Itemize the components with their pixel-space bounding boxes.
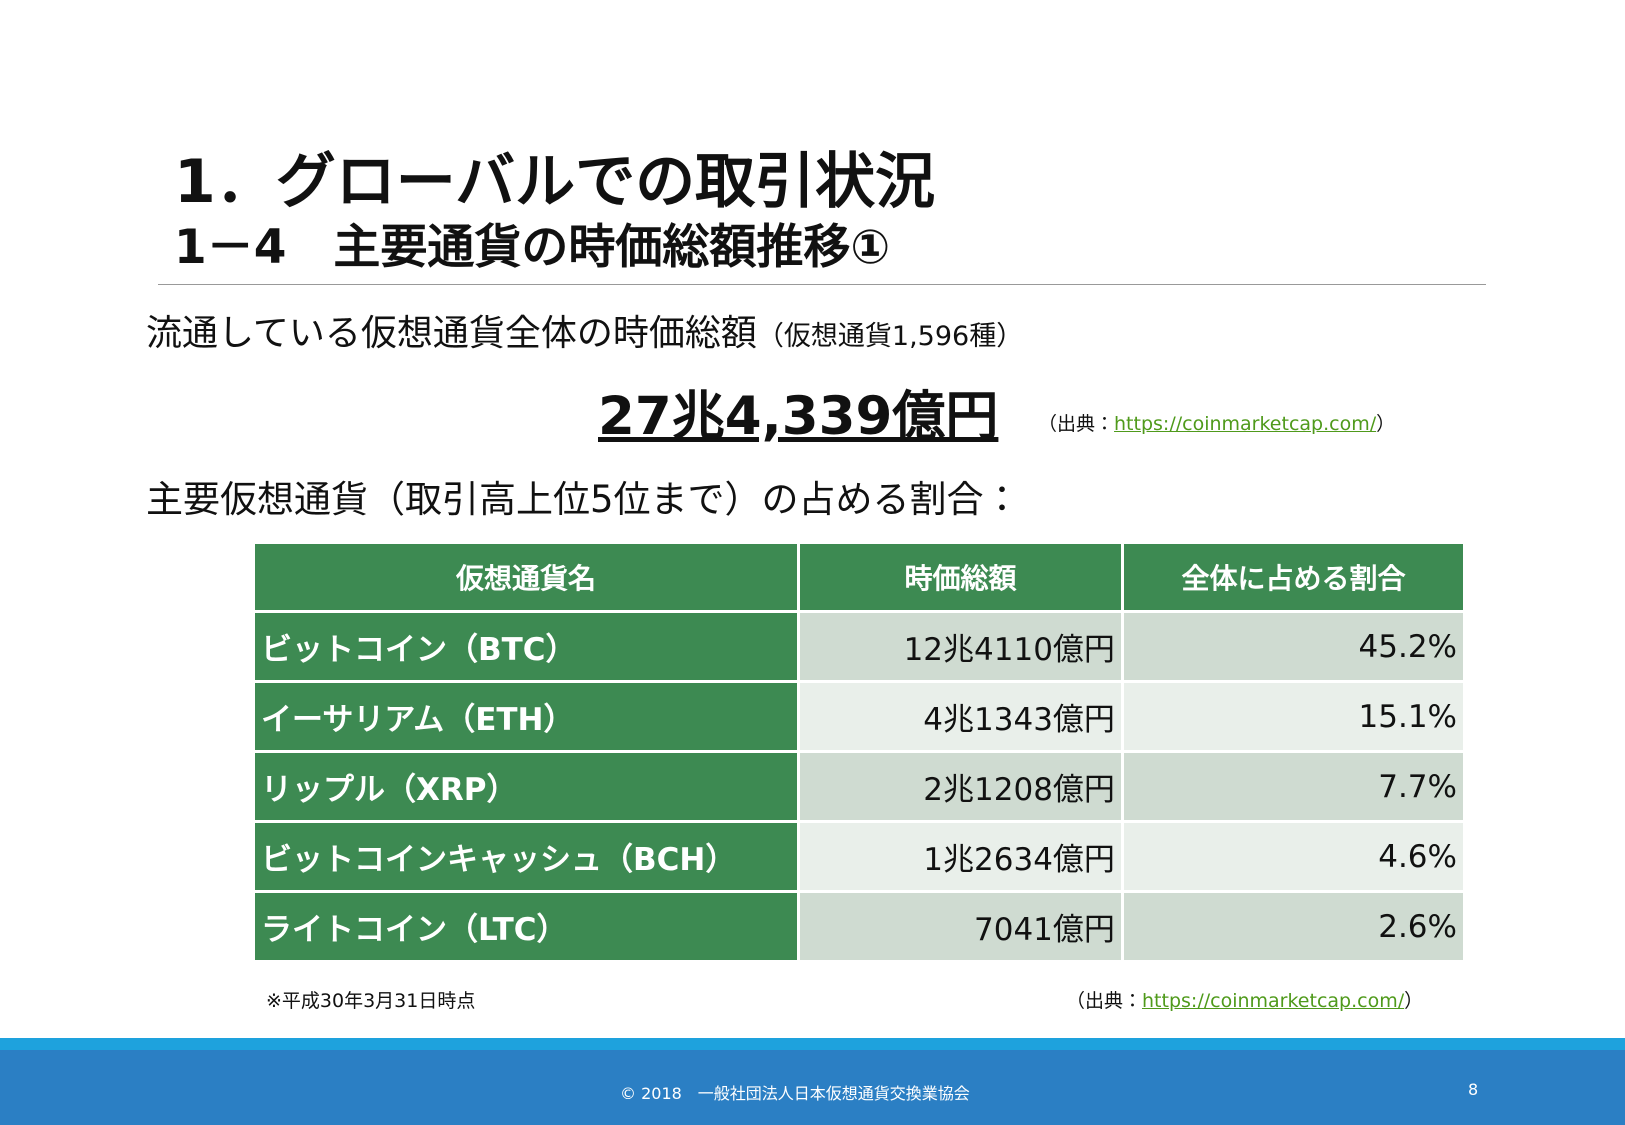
source-suffix: ） xyxy=(1404,990,1424,1012)
table-row: ビットコイン（BTC） 12兆4110億円 45.2% xyxy=(252,610,1467,683)
market-cap: 7041億円 xyxy=(797,890,1124,963)
divider xyxy=(158,284,1486,285)
currency-name: ビットコイン（BTC） xyxy=(252,610,800,683)
source: （出典：https://coinmarketcap.com/） xyxy=(1038,409,1395,436)
subtitle: 1－4 主要通貨の時価総額推移① xyxy=(174,220,891,275)
market-cap: 12兆4110億円 xyxy=(797,610,1124,683)
share: 45.2% xyxy=(1120,610,1467,683)
source-prefix: （出典： xyxy=(1066,990,1143,1012)
source-prefix: （出典： xyxy=(1038,413,1115,435)
total-value: 27兆4,339億円 xyxy=(598,386,999,447)
column-header: 時価総額 xyxy=(797,541,1124,613)
title: 1．グローバルでの取引状況 xyxy=(174,147,936,217)
column-header: 仮想通貨名 xyxy=(252,541,800,613)
summary: 流通している仮想通貨全体の時価総額（仮想通貨1,596種） xyxy=(146,304,1023,356)
footer-strip xyxy=(0,1038,1625,1050)
currency-name: ビットコインキャッシュ（BCH） xyxy=(252,820,800,893)
page-number: 8 xyxy=(1468,1080,1479,1099)
source-suffix: ） xyxy=(1376,413,1396,435)
market-cap: 2兆1208億円 xyxy=(797,750,1124,823)
section-label: 主要仮想通貨（取引高上位5位まで）の占める割合： xyxy=(146,478,1021,521)
currency-name: イーサリアム（ETH） xyxy=(252,680,800,753)
footer xyxy=(0,1050,1625,1125)
share: 7.7% xyxy=(1120,750,1467,823)
copyright: © 2018 一般社団法人日本仮想通貨交換業協会 xyxy=(620,1084,970,1103)
source: （出典：https://coinmarketcap.com/） xyxy=(1066,986,1423,1013)
table-row: ビットコインキャッシュ（BCH） 1兆2634億円 4.6% xyxy=(252,820,1467,893)
table-date: ※平成30年3月31日時点 xyxy=(266,990,476,1012)
share-table: 仮想通貨名 時価総額 全体に占める割合 ビットコイン（BTC） 12兆4110億円 45… xyxy=(252,541,1467,963)
table-row: リップル（XRP） 2兆1208億円 7.7% xyxy=(252,750,1467,823)
source-link[interactable]: https://coinmarketcap.com/ xyxy=(1114,413,1377,435)
summary-label: 流通している仮想通貨全体の時価総額 xyxy=(146,313,757,354)
market-cap: 4兆1343億円 xyxy=(797,680,1124,753)
column-header: 全体に占める割合 xyxy=(1120,541,1467,613)
summary-note: （仮想通貨1,596種） xyxy=(756,321,1024,352)
source-link[interactable]: https://coinmarketcap.com/ xyxy=(1142,990,1405,1012)
table-row: イーサリアム（ETH） 4兆1343億円 15.1% xyxy=(252,680,1467,753)
share: 4.6% xyxy=(1120,820,1467,893)
currency-name: リップル（XRP） xyxy=(252,750,800,823)
header-row: 仮想通貨名 時価総額 全体に占める割合 xyxy=(252,541,1467,613)
table-row: ライトコイン（LTC） 7041億円 2.6% xyxy=(252,890,1467,963)
currency-name: ライトコイン（LTC） xyxy=(252,890,800,963)
market-cap: 1兆2634億円 xyxy=(797,820,1124,893)
share: 15.1% xyxy=(1120,680,1467,753)
share: 2.6% xyxy=(1120,890,1467,963)
